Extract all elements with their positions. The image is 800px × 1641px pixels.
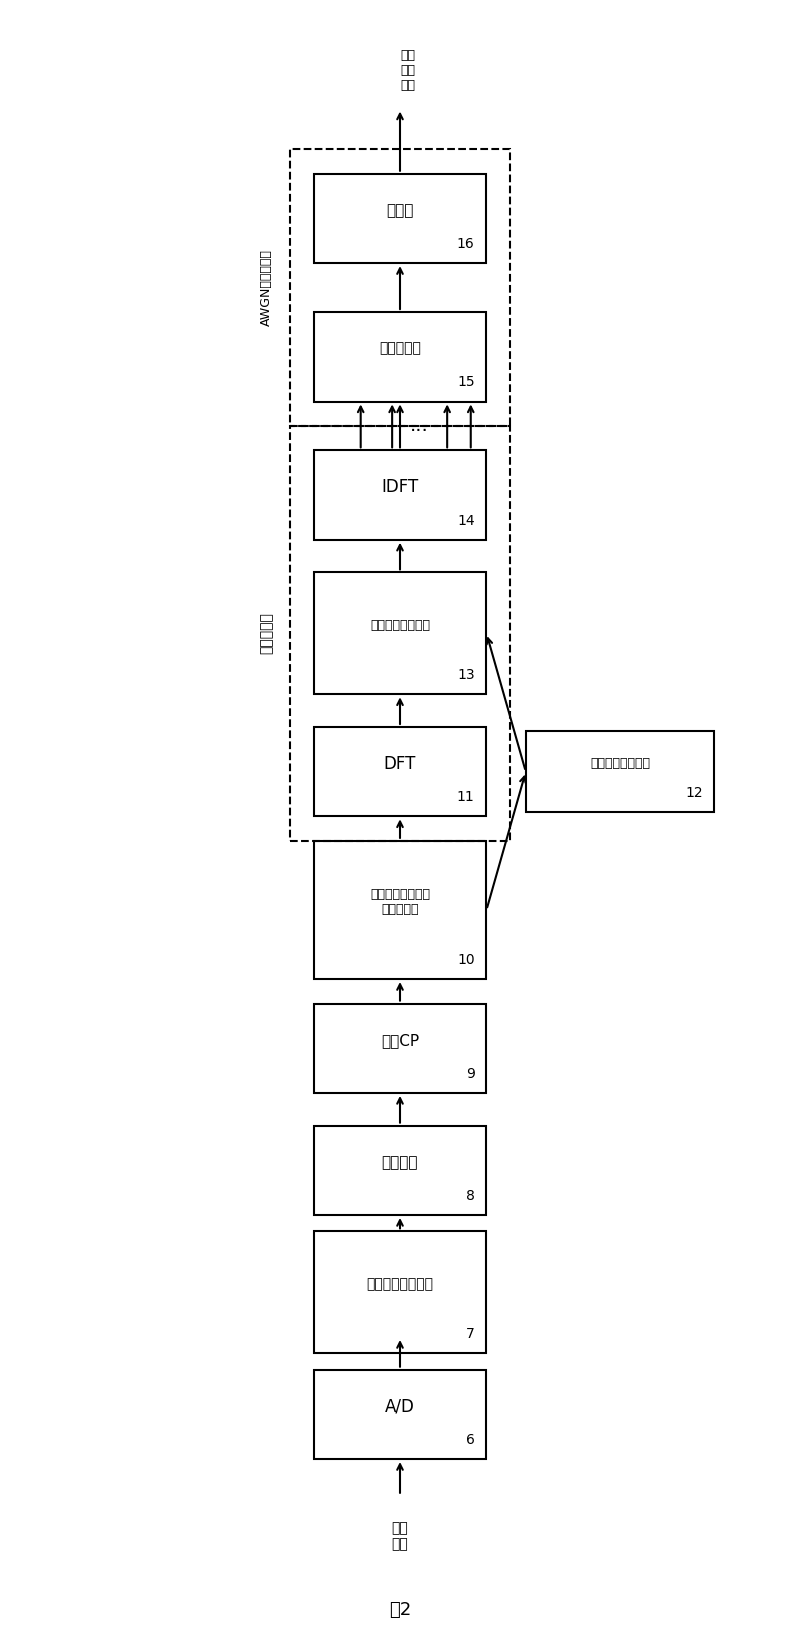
FancyBboxPatch shape: [314, 1004, 486, 1093]
Text: 16: 16: [457, 236, 474, 251]
Text: 分数倍信道估计器: 分数倍信道估计器: [590, 757, 650, 770]
FancyBboxPatch shape: [314, 312, 486, 402]
Text: 检测器: 检测器: [386, 203, 414, 218]
Text: 匹配滤波器: 匹配滤波器: [379, 341, 421, 356]
Text: DFT: DFT: [384, 755, 416, 773]
Text: 13: 13: [457, 668, 474, 683]
FancyBboxPatch shape: [314, 450, 486, 540]
Text: ...: ...: [410, 417, 429, 435]
Text: 15: 15: [457, 376, 474, 389]
Text: 7: 7: [466, 1328, 474, 1341]
Text: 去除CP: 去除CP: [381, 1032, 419, 1047]
Text: 6: 6: [466, 1433, 474, 1447]
Text: 信道估计训练序列
和数据分离: 信道估计训练序列 和数据分离: [370, 888, 430, 916]
FancyBboxPatch shape: [314, 573, 486, 694]
Text: 数字下变频和滤波: 数字下变频和滤波: [366, 1277, 434, 1291]
Text: 14: 14: [457, 514, 474, 528]
Text: IDFT: IDFT: [382, 478, 418, 496]
FancyBboxPatch shape: [314, 727, 486, 817]
FancyBboxPatch shape: [314, 1231, 486, 1354]
FancyBboxPatch shape: [314, 1126, 486, 1214]
Text: 帧同步器: 帧同步器: [382, 1155, 418, 1170]
FancyBboxPatch shape: [314, 840, 486, 980]
Text: 检测
信号
输出: 检测 信号 输出: [400, 49, 415, 92]
Text: 频域均衡器: 频域均衡器: [259, 612, 274, 655]
Text: A/D: A/D: [385, 1396, 415, 1415]
Text: 11: 11: [457, 791, 474, 804]
Text: 12: 12: [685, 786, 702, 801]
Text: 9: 9: [466, 1067, 474, 1081]
Text: 图2: 图2: [389, 1600, 411, 1618]
Text: 8: 8: [466, 1188, 474, 1203]
Text: AWGN信道接收机: AWGN信道接收机: [260, 249, 273, 327]
FancyBboxPatch shape: [314, 1370, 486, 1459]
Text: 接收
信号: 接收 信号: [392, 1521, 408, 1551]
FancyBboxPatch shape: [314, 174, 486, 263]
Text: 分数倍频域均衡器: 分数倍频域均衡器: [370, 619, 430, 632]
FancyBboxPatch shape: [526, 730, 714, 812]
Text: 10: 10: [457, 953, 474, 967]
